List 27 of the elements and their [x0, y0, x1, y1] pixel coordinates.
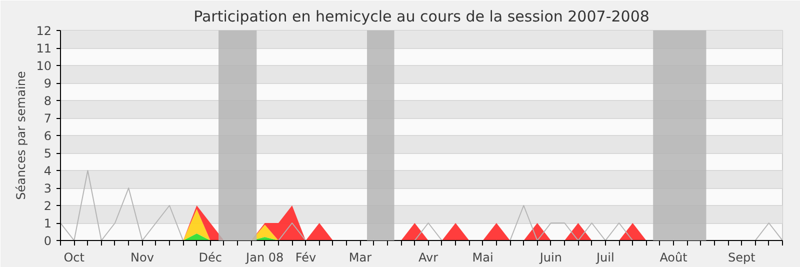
- y-tick-label: 2: [44, 199, 52, 213]
- x-tick-label: Fév: [295, 250, 316, 264]
- x-tick-label: Mar: [348, 250, 372, 264]
- x-tick-label: Août: [660, 250, 688, 264]
- x-tick-label: Déc: [198, 250, 222, 264]
- y-tick-label: 4: [44, 164, 52, 178]
- y-tick-label: 11: [36, 42, 52, 56]
- x-tick-label: Nov: [130, 250, 154, 264]
- y-tick-label: 7: [44, 112, 52, 126]
- y-tick-label: 9: [44, 76, 52, 90]
- y-tick-label: 12: [36, 24, 52, 38]
- x-tick-label: Juin: [538, 250, 562, 264]
- y-tick-label: 6: [44, 129, 52, 143]
- y-tick-label: 0: [44, 234, 52, 248]
- chart-title: Participation en hemicycle au cours de la session 2007-2008: [194, 8, 650, 26]
- x-tick-label: Juil: [596, 250, 614, 264]
- x-tick-label: Mai: [472, 250, 494, 264]
- x-tick-label: Sept: [728, 250, 756, 264]
- y-tick-label: 3: [44, 182, 52, 196]
- y-tick-label: 1: [44, 216, 52, 230]
- y-tick-label: 5: [44, 146, 52, 160]
- y-tick-label: 8: [44, 94, 52, 108]
- x-tick-label: Avr: [418, 250, 438, 264]
- x-tick-label: Jan 08: [245, 250, 284, 264]
- y-axis-title: Séances par semaine: [14, 71, 28, 200]
- y-tick-label: 10: [36, 59, 52, 73]
- x-tick-label: Oct: [64, 250, 85, 264]
